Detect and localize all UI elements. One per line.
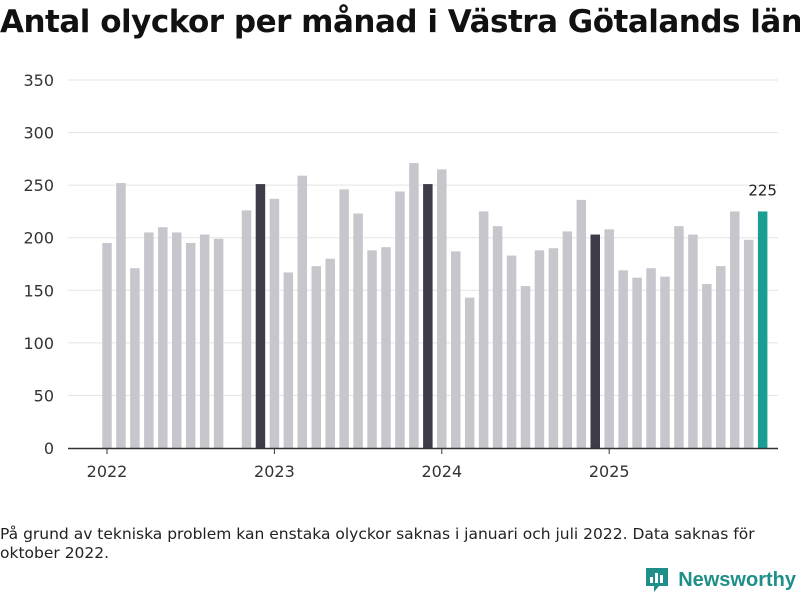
bar-2022-02 xyxy=(116,183,126,448)
bar-2024-12 xyxy=(590,234,600,448)
bar-2024-10 xyxy=(562,231,573,448)
bar-2023-10 xyxy=(395,191,405,449)
bar-2022-09 xyxy=(213,238,224,448)
x-tick-label: 2023 xyxy=(254,462,295,481)
bar-2025-08 xyxy=(702,283,712,448)
bar-2025-04 xyxy=(646,268,656,448)
brand-name: Newsworthy xyxy=(678,568,796,591)
bar-2022-03 xyxy=(130,268,140,448)
bar-2023-12 xyxy=(423,184,433,448)
bar-2024-08 xyxy=(534,250,545,448)
bar-2025-03 xyxy=(632,277,642,448)
x-tick-label: 2024 xyxy=(421,462,462,481)
bar-2022-08 xyxy=(199,234,210,448)
bar-2024-02 xyxy=(451,251,461,448)
bar-2023-09 xyxy=(381,247,391,448)
bar-2023-01 xyxy=(269,198,280,448)
bar-2025-12 xyxy=(757,211,768,448)
bar-2025-09 xyxy=(716,266,726,448)
footnote: På grund av tekniska problem kan enstaka… xyxy=(0,525,755,562)
bar-2025-05 xyxy=(660,276,670,448)
bar-2023-05 xyxy=(325,258,335,448)
bar-2024-05 xyxy=(492,226,503,448)
y-tick-label: 50 xyxy=(34,386,54,405)
data-label: 225 xyxy=(748,181,777,199)
y-tick-label: 150 xyxy=(23,281,54,300)
bar-2023-02 xyxy=(283,272,294,448)
y-tick-label: 200 xyxy=(23,229,54,248)
bar-2023-07 xyxy=(353,213,363,448)
bar-2022-05 xyxy=(158,227,168,448)
bar-2023-03 xyxy=(297,175,308,448)
bar-2022-01 xyxy=(102,242,112,448)
bar-2024-03 xyxy=(464,297,475,448)
bar-2025-10 xyxy=(730,211,740,448)
bar-2024-01 xyxy=(437,169,447,448)
bar-2023-06 xyxy=(339,189,349,448)
bar-2024-06 xyxy=(506,255,517,448)
bar-2025-11 xyxy=(743,239,754,448)
newsworthy-logo[interactable]: Newsworthy xyxy=(644,566,796,594)
bar-2024-11 xyxy=(576,199,587,448)
y-tick-label: 100 xyxy=(23,334,54,353)
bar-2023-08 xyxy=(367,250,377,448)
bar-2024-04 xyxy=(478,211,489,448)
bar-chart-logo-icon xyxy=(646,568,669,592)
bar-chart: 0 50 100 150 200 250 300 350 225 2022 2023 2024 20… xyxy=(23,71,778,481)
bar-2024-07 xyxy=(520,286,531,448)
bar-2025-02 xyxy=(618,270,628,448)
bar-2022-06 xyxy=(172,232,182,448)
bar-2025-07 xyxy=(688,234,698,448)
bar-2022-12 xyxy=(255,184,266,448)
y-tick-label: 350 xyxy=(23,71,54,90)
y-tick-label: 0 xyxy=(44,439,54,458)
bar-2022-11 xyxy=(241,210,252,448)
bar-2025-01 xyxy=(604,229,614,448)
bar-2023-11 xyxy=(409,163,419,448)
bar-2022-07 xyxy=(185,242,196,448)
bar-2025-06 xyxy=(674,226,684,448)
x-tick-label: 2025 xyxy=(589,462,630,481)
bar-2022-04 xyxy=(144,232,154,448)
chart-title: Antal olyckor per månad i Västra Götalan… xyxy=(0,4,800,40)
y-tick-label: 300 xyxy=(23,124,54,143)
y-tick-label: 250 xyxy=(23,176,54,195)
bar-2024-09 xyxy=(548,248,559,448)
bar-2023-04 xyxy=(311,266,321,448)
x-tick-label: 2022 xyxy=(87,462,128,481)
